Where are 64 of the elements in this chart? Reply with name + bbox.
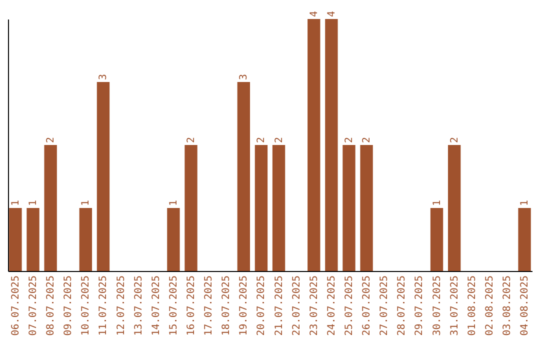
bar [9,208,22,271]
bar [448,145,461,271]
bar [360,145,373,271]
data-label: 1 [80,200,92,206]
bar [430,208,444,271]
bar [272,145,286,271]
data-label: 2 [362,136,373,143]
x-tick-label: 10.07.2025 [80,276,92,336]
x-tick-label: 02.08.2025 [484,276,496,336]
data-label: 4 [326,10,338,17]
data-label: 1 [28,200,40,206]
x-tick-label: 20.07.2025 [256,276,268,336]
data-label: 2 [344,136,355,143]
data-label: 2 [449,136,460,143]
data-label: 1 [520,200,531,206]
x-tick-label: 08.07.2025 [46,276,57,336]
x-tick-label: 23.07.2025 [308,276,320,336]
data-label: 1 [432,200,443,206]
x-tick-label: 17.07.2025 [204,276,215,336]
x-tick-label: 30.07.2025 [432,276,443,336]
x-tick-label: 27.07.2025 [379,276,390,336]
data-label: 2 [256,136,268,143]
x-tick-label: 25.07.2025 [344,276,355,336]
x-tick-label: 24.07.2025 [326,276,338,336]
x-tick-label: 11.07.2025 [98,276,110,336]
bar [79,208,92,271]
x-tick-label: 22.07.2025 [291,276,302,336]
x-tick-label: 14.07.2025 [150,276,162,336]
bar [325,19,338,271]
data-label: 1 [10,200,22,206]
x-tick-label: 13.07.2025 [133,276,144,336]
x-tick-label: 29.07.2025 [414,276,426,336]
x-tick-label: 12.07.2025 [116,276,127,336]
x-tick-label: 31.07.2025 [449,276,460,336]
bar [308,19,320,271]
x-tick-label: 03.08.2025 [502,276,513,336]
data-label: 3 [238,74,250,80]
x-tick-label: 21.07.2025 [274,276,285,336]
bar [44,145,57,271]
bar [26,208,40,271]
data-label: 2 [46,136,57,143]
data-label: 1 [168,200,180,206]
x-tick-label: 19.07.2025 [238,276,250,336]
x-tick-label: 15.07.2025 [168,276,180,336]
data-label: 2 [274,136,285,143]
bar [254,145,268,271]
data-label: 2 [186,136,198,143]
x-tick-label: 26.07.2025 [362,276,373,336]
x-tick-label: 16.07.2025 [186,276,198,336]
data-label: 4 [308,10,320,17]
x-tick-label: 07.07.2025 [28,276,40,336]
bar [96,82,110,271]
x-tick-label: 04.08.2025 [520,276,531,336]
x-tick-label: 06.07.2025 [10,276,22,336]
bar [342,145,356,271]
bar [237,82,250,271]
bar [518,208,531,271]
x-tick-label: 18.07.2025 [221,276,232,336]
bar [167,208,180,271]
x-tick-label: 01.08.2025 [466,276,478,336]
data-label: 3 [98,74,110,80]
bar [184,145,198,271]
x-tick-label: 28.07.2025 [396,276,408,336]
x-tick-label: 09.07.2025 [63,276,74,336]
